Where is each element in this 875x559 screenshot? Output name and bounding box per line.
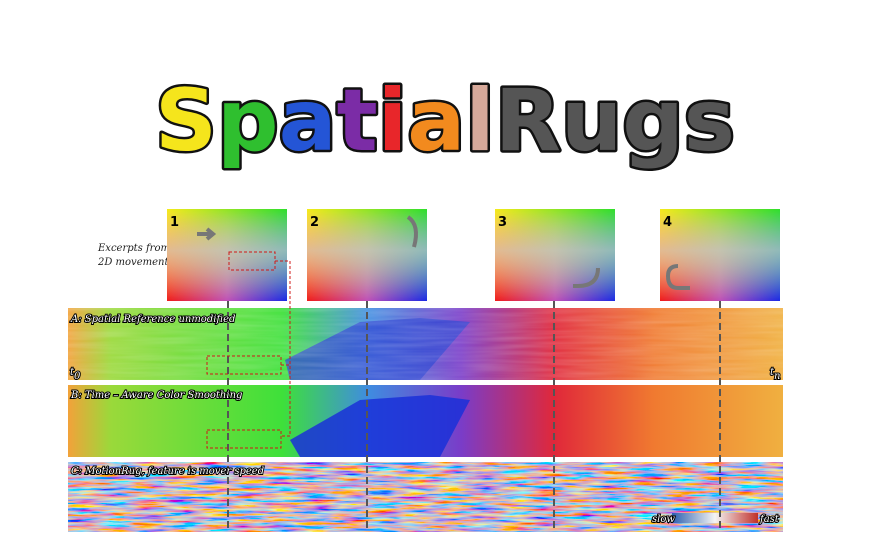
rug-band: [290, 395, 470, 457]
excerpt-label: Excerpts from: [97, 243, 170, 254]
title: SpatialRugs: [155, 71, 735, 171]
title-segment: a: [407, 71, 465, 171]
title-segment: l: [465, 71, 494, 171]
time-base: t: [70, 367, 75, 378]
legend-low: slow: [652, 514, 675, 525]
excerpt-label: 2D movement:: [97, 257, 172, 268]
time-sub: 0: [74, 371, 81, 382]
panel-number: 3: [498, 215, 507, 230]
legend-high: fast: [759, 514, 780, 525]
title-segment: S: [155, 71, 217, 171]
colormap: [307, 209, 427, 301]
colormap-panels: [167, 209, 780, 301]
connector: [275, 260, 291, 437]
rug-label: A: Spatial Reference unmodified: [70, 314, 235, 325]
rug-label: C: MotionRug, feature is mover speed: [71, 466, 264, 477]
guides: [227, 301, 721, 532]
panel-number: 2: [310, 215, 319, 230]
title-segment: i: [378, 71, 407, 171]
title-segment: a: [279, 71, 337, 171]
arrow: [197, 227, 217, 241]
title-segment: Rugs: [495, 71, 735, 171]
rug-c: [68, 462, 783, 532]
legend-bar: [672, 513, 758, 523]
colormap: [167, 209, 287, 301]
time-end: tn: [770, 367, 780, 382]
arrow: [406, 215, 418, 248]
rug: [68, 462, 783, 532]
title-segment: t: [337, 71, 378, 171]
time-sub: n: [774, 371, 780, 382]
arrow: [573, 267, 600, 288]
rug-label: B: Time – Aware Color Smoothing: [70, 390, 242, 401]
highlight-box: [206, 429, 282, 449]
panel-number: 1: [170, 215, 179, 230]
colormap: [495, 209, 615, 301]
time-base: t: [770, 367, 775, 378]
time-start: t0: [70, 367, 81, 382]
rug-b: [68, 385, 783, 457]
rug-a: [68, 308, 783, 380]
arrow: [665, 264, 690, 290]
highlights: [206, 251, 291, 449]
title-segment: p: [217, 71, 279, 171]
rug-texture: [68, 308, 783, 380]
panel-number: 4: [663, 215, 672, 230]
